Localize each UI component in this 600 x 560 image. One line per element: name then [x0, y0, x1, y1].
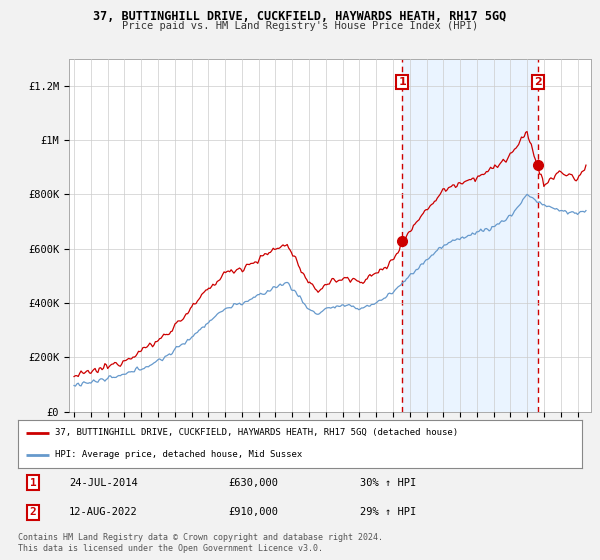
- Text: Price paid vs. HM Land Registry's House Price Index (HPI): Price paid vs. HM Land Registry's House …: [122, 21, 478, 31]
- Text: 1: 1: [398, 77, 406, 87]
- Text: 30% ↑ HPI: 30% ↑ HPI: [360, 478, 416, 488]
- Text: 29% ↑ HPI: 29% ↑ HPI: [360, 507, 416, 517]
- Text: £630,000: £630,000: [228, 478, 278, 488]
- Bar: [403, 59, 538, 412]
- Text: 24-JUL-2014: 24-JUL-2014: [69, 478, 138, 488]
- Text: 2: 2: [29, 507, 37, 517]
- Text: 12-AUG-2022: 12-AUG-2022: [69, 507, 138, 517]
- Text: 37, BUTTINGHILL DRIVE, CUCKFIELD, HAYWARDS HEATH, RH17 5GQ: 37, BUTTINGHILL DRIVE, CUCKFIELD, HAYWAR…: [94, 10, 506, 22]
- Text: HPI: Average price, detached house, Mid Sussex: HPI: Average price, detached house, Mid …: [55, 450, 302, 459]
- Text: £910,000: £910,000: [228, 507, 278, 517]
- Text: 37, BUTTINGHILL DRIVE, CUCKFIELD, HAYWARDS HEATH, RH17 5GQ (detached house): 37, BUTTINGHILL DRIVE, CUCKFIELD, HAYWAR…: [55, 428, 458, 437]
- Text: 2: 2: [534, 77, 542, 87]
- Text: 1: 1: [29, 478, 37, 488]
- Text: Contains HM Land Registry data © Crown copyright and database right 2024.
This d: Contains HM Land Registry data © Crown c…: [18, 533, 383, 553]
